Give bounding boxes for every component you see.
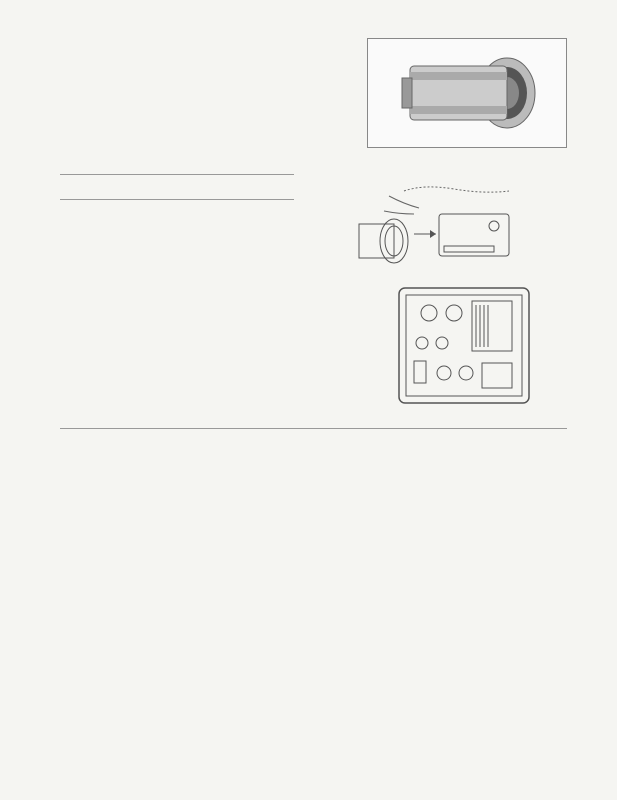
spec-right-col xyxy=(329,439,568,457)
camera-back-diagram xyxy=(394,283,534,413)
divider xyxy=(60,428,567,429)
brand-column xyxy=(60,38,314,90)
preface-section xyxy=(60,174,294,175)
lens-product-image xyxy=(367,38,567,148)
camera-assembly-diagram xyxy=(344,186,524,276)
spec-left-col xyxy=(60,439,299,457)
diagram-column xyxy=(314,168,567,418)
brand-row xyxy=(60,38,567,148)
lens-icon xyxy=(382,48,552,138)
content-two-col xyxy=(60,168,567,418)
installation-section xyxy=(60,199,294,200)
divider xyxy=(60,199,294,200)
specification-section xyxy=(60,428,567,457)
left-column xyxy=(60,168,294,418)
spec-columns xyxy=(60,439,567,457)
divider xyxy=(60,174,294,175)
